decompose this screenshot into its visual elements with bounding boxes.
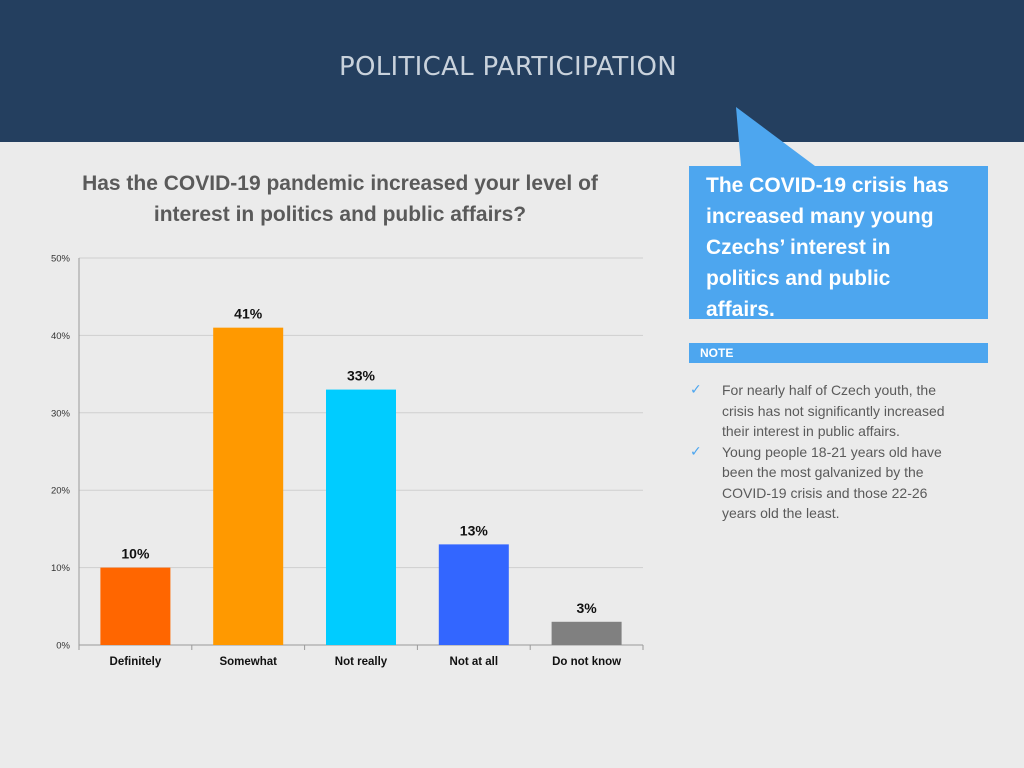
note-line: For nearly half of Czech youth, the [722,382,936,398]
y-tick-label: 50% [51,254,71,265]
x-tick-label: Do not know [552,656,621,668]
note-line: COVID-19 crisis and those 22-26 [722,484,928,501]
note-line: their interest in public affairs. [722,423,900,439]
x-tick-label: Not really [335,656,388,668]
note-line: Young people 18-21 years old have [722,443,942,460]
data-label: 10% [121,546,150,562]
bar [100,567,171,645]
note-item: ✓ Young people 18-21 years old have been… [689,442,989,524]
y-tick-label: 40% [51,331,71,342]
callout-box: The COVID-19 crisis has increased many y… [689,166,988,321]
bar [438,544,509,645]
data-label: 41% [234,306,263,322]
callout-line: increased many young [706,205,934,228]
note-list: ✓ For nearly half of Czech youth, the cr… [689,380,989,524]
data-label: 3% [576,600,597,616]
data-label: 33% [347,368,376,384]
callout-tail-shape [736,107,815,166]
bar-chart: 0% 10% 20% 30% 40% 50% 10% Definitely 41% Somewha… [51,254,644,668]
note-header: NOTE [689,343,988,363]
checkmark-icon: ✓ [690,382,702,398]
callout-line: Czechs’ interest in [706,236,891,259]
bar [213,327,284,645]
y-tick-label: 0% [56,641,70,652]
x-tick-label: Definitely [110,656,162,668]
x-tick-label: Somewhat [219,656,277,668]
y-tick-label: 20% [51,486,71,497]
note-line: years old the least. [722,505,840,521]
note-item: ✓ For nearly half of Czech youth, the cr… [689,380,989,442]
chart-question: Has the COVID-19 pandemic increased your… [40,168,640,230]
callout-line: affairs. [706,298,775,321]
page-title: POLITICAL PARTICIPATION [338,52,678,82]
header-banner: POLITICAL PARTICIPATION [0,0,1024,142]
checkmark-icon: ✓ [690,443,702,460]
bar [551,621,622,645]
note-line: crisis has not significantly increased [722,402,945,419]
y-tick-label: 10% [51,563,71,574]
data-label: 13% [460,522,489,538]
x-tick-label: Not at all [450,656,499,668]
callout-line: The COVID-19 crisis has [706,174,949,197]
callout-line: politics and public [706,267,891,290]
y-tick-label: 30% [51,408,71,419]
bar [326,389,396,645]
note-line: been the most galvanized by the [722,464,924,480]
question-line-1: Has the COVID-19 pandemic increased your… [82,172,598,195]
question-line-2: interest in politics and public affairs? [153,203,527,226]
